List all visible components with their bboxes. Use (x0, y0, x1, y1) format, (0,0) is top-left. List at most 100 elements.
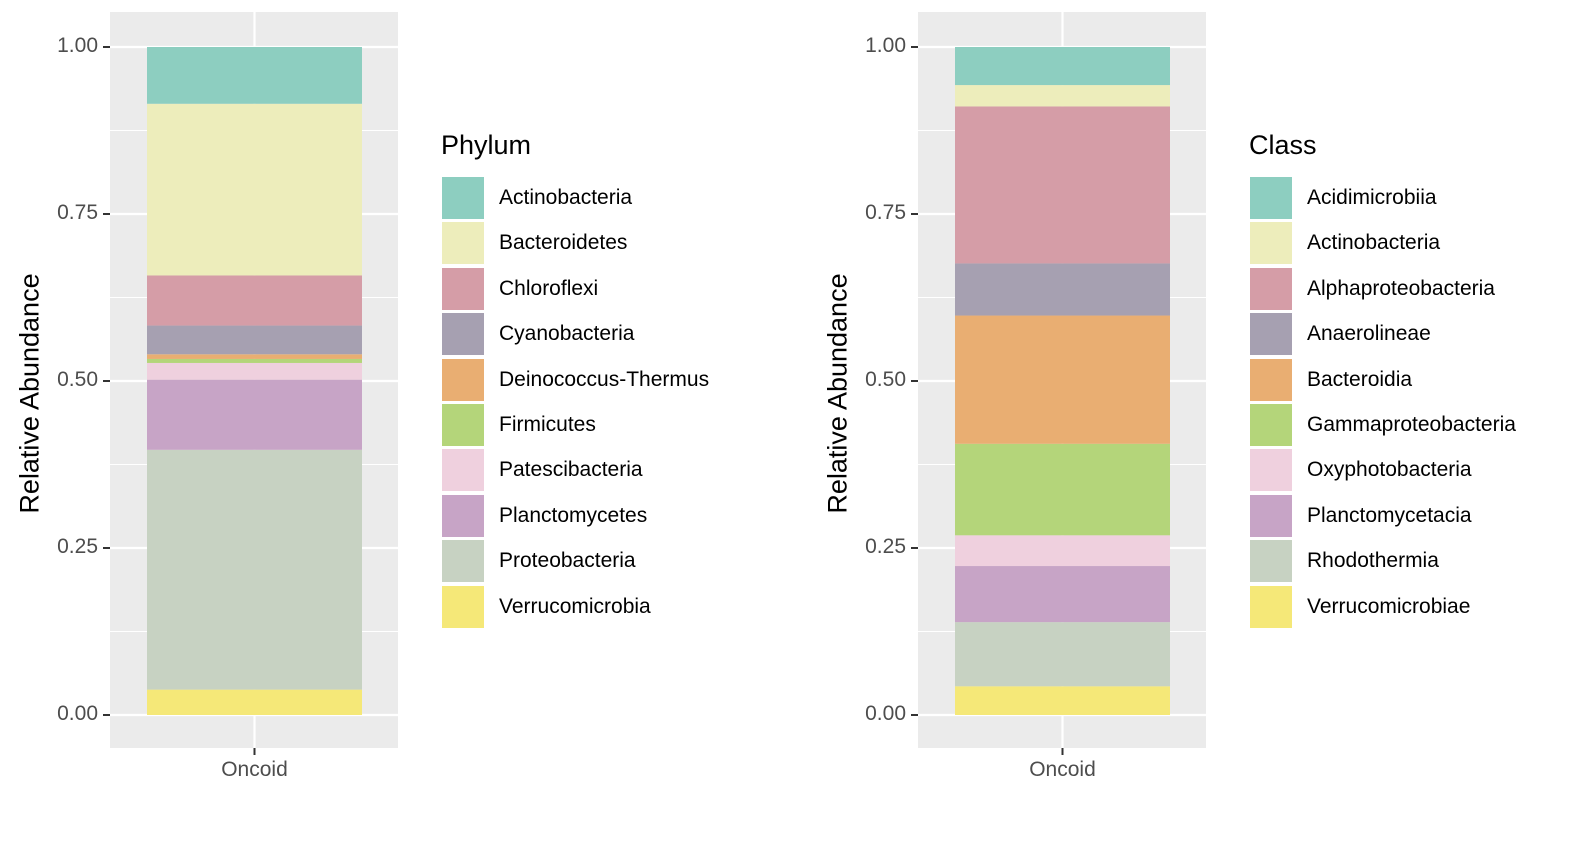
legend-item-gammaproteobacteria: Gammaproteobacteria (1249, 402, 1516, 448)
legend-label: Firmicutes (499, 413, 596, 436)
legend-item-alphaproteobacteria: Alphaproteobacteria (1249, 266, 1495, 312)
legend-swatch (442, 540, 484, 583)
bar-segment-oxyphotobacteria (955, 535, 1170, 567)
bar-segment-bacteroidia (955, 315, 1170, 444)
legend-key (1249, 584, 1293, 629)
legend-label: Verrucomicrobiae (1307, 594, 1471, 618)
y-tick-label: 0.00 (865, 702, 906, 725)
legend-swatch (442, 313, 484, 356)
bar-segment-gammaproteobacteria (955, 443, 1170, 536)
legend-label: Bacteroidia (1307, 367, 1413, 391)
legend-item-deinococcus-thermus: Deinococcus-Thermus (441, 357, 709, 403)
legend-label: Verrucomicrobia (499, 594, 651, 618)
legend-label: Acidimicrobiia (1307, 186, 1437, 209)
legend-swatch (442, 177, 484, 219)
legend-swatch (442, 585, 484, 628)
legend-key (1249, 493, 1293, 538)
legend-item-anaerolineae: Anaerolineae (1249, 311, 1431, 357)
legend-item-proteobacteria: Proteobacteria (441, 538, 636, 584)
bar-segment-actinobacteria (955, 85, 1170, 107)
bar-segment-proteobacteria (147, 449, 362, 690)
bar-segment-planctomycetes (147, 379, 362, 450)
bar-segment-acidimicrobiia (955, 47, 1170, 86)
bar-segment-chloroflexi (147, 275, 362, 326)
bar-segment-verrucomicrobia (147, 689, 362, 715)
bar-segment-anaerolineae (955, 263, 1170, 316)
bar-segment-deinococcus-thermus (147, 354, 362, 359)
legend-title: Phylum (441, 130, 532, 160)
legend-swatch (442, 222, 484, 265)
bar-segment-planctomycetacia (955, 566, 1170, 623)
bar-segment-patescibacteria (147, 362, 362, 380)
legend-swatch (1250, 177, 1292, 219)
y-tick-label: 1.00 (57, 34, 98, 57)
legend-swatch (1250, 222, 1292, 265)
legend-item-planctomycetacia: Planctomycetacia (1249, 493, 1472, 539)
legend-item-acidimicrobiia: Acidimicrobiia (1249, 175, 1437, 221)
legend-item-rhodothermia: Rhodothermia (1249, 538, 1439, 584)
legend-key (441, 221, 485, 266)
y-axis-title: Relative Abundance (14, 273, 45, 514)
legend-key (441, 176, 485, 220)
legend-key (441, 493, 485, 538)
y-tick-label: 0.50 (57, 368, 98, 391)
class-chart-panel: 0.00 0.25 0.50 0.75 1.00 Oncoid Relative Abund… (808, 0, 1594, 845)
legend-swatch (1250, 358, 1292, 401)
bar-segment-bacteroidetes (147, 103, 362, 276)
legend-key (441, 403, 485, 447)
legend-key (1249, 448, 1293, 493)
bar-segment-firmicutes (147, 358, 362, 363)
legend-swatch (1250, 585, 1292, 628)
legend-label: Planctomycetacia (1307, 503, 1472, 527)
legend-key (1249, 221, 1293, 266)
legend-label: Proteobacteria (499, 549, 636, 573)
legend-key (441, 448, 485, 493)
bar-segment-rhodothermia (955, 622, 1170, 687)
legend-swatch (1250, 267, 1292, 310)
legend-item-verrucomicrobiae: Verrucomicrobiae (1249, 584, 1470, 630)
y-tick-label: 1.00 (865, 34, 906, 57)
legend-swatch (442, 494, 484, 537)
legend-item-patescibacteria: Patescibacteria (441, 447, 643, 493)
legend-item-actinobacteria: Actinobacteria (1249, 220, 1440, 266)
bar-segment-cyanobacteria (147, 325, 362, 355)
legend-item-bacteroidia: Bacteroidia (1249, 357, 1412, 403)
legend-label: Patescibacteria (499, 458, 643, 482)
phylum-chart-panel: 0.00 0.25 0.50 0.75 1.00 Oncoid Relative Abund… (14, 12, 709, 781)
legend-swatch (1250, 404, 1292, 446)
legend-key (441, 266, 485, 311)
y-tick-label: 0.75 (865, 201, 906, 224)
legend-key (441, 584, 485, 629)
legend-swatch (442, 358, 484, 401)
legend-item-cyanobacteria: Cyanobacteria (441, 311, 634, 357)
legend-swatch (1250, 449, 1292, 492)
legend-label: Oxyphotobacteria (1307, 458, 1472, 482)
legend-swatch (442, 404, 484, 446)
legend-key (1249, 357, 1293, 402)
legend-item-bacteroidetes: Bacteroidetes (441, 220, 627, 266)
legend-key (1249, 539, 1293, 584)
legend-label: Chloroflexi (499, 276, 599, 300)
legend-label: Actinobacteria (499, 186, 633, 209)
bar-segment-actinobacteria (147, 47, 362, 104)
legend-item-firmicutes: Firmicutes (441, 402, 596, 448)
bar-segment-alphaproteobacteria (955, 106, 1170, 264)
legend-key (1249, 176, 1293, 220)
legend-key (441, 312, 485, 357)
y-tick-label: 0.25 (865, 535, 906, 558)
legend-key (1249, 403, 1293, 447)
legend-key (441, 539, 485, 584)
legend-swatch (442, 267, 484, 310)
y-tick-label: 0.25 (57, 535, 98, 558)
legend-item-chloroflexi: Chloroflexi (441, 266, 598, 312)
legend-item-oxyphotobacteria: Oxyphotobacteria (1249, 447, 1472, 493)
plot-area (103, 12, 398, 755)
x-tick-label: Oncoid (1029, 758, 1096, 781)
legend-label: Rhodothermia (1307, 549, 1439, 573)
bar-segment-verrucomicrobiae (955, 686, 1170, 715)
legend-item-actinobacteria: Actinobacteria (441, 175, 632, 221)
legend-swatch (1250, 540, 1292, 583)
legend-key (441, 357, 485, 402)
legend-key (1249, 312, 1293, 357)
legend-label: Bacteroidetes (499, 231, 628, 255)
